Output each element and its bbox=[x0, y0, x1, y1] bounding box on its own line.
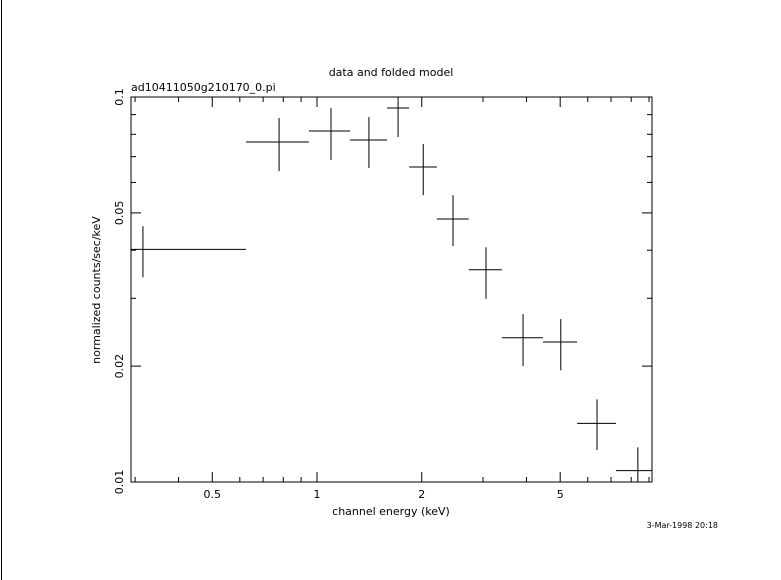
y-tick-label: 0.1 bbox=[113, 88, 126, 106]
y-tick-label: 0.02 bbox=[113, 354, 126, 379]
plot-area bbox=[131, 97, 652, 482]
timestamp: 3-Mar-1998 20:18 bbox=[647, 521, 718, 530]
chart-title: data and folded model bbox=[329, 66, 454, 79]
x-tick-label: 1 bbox=[314, 488, 321, 501]
x-tick-label: 0.5 bbox=[204, 488, 222, 501]
plot-frame bbox=[130, 96, 653, 483]
x-tick-label: 2 bbox=[418, 488, 425, 501]
x-tick-label: 5 bbox=[557, 488, 564, 501]
y-axis-label: normalized counts/sec/keV bbox=[90, 216, 103, 364]
chart-subtitle: ad10411050g210170_0.pi bbox=[131, 81, 276, 94]
x-axis-label: channel energy (keV) bbox=[332, 505, 450, 518]
y-tick-label: 0.01 bbox=[113, 470, 126, 495]
y-tick-label: 0.05 bbox=[113, 201, 126, 226]
